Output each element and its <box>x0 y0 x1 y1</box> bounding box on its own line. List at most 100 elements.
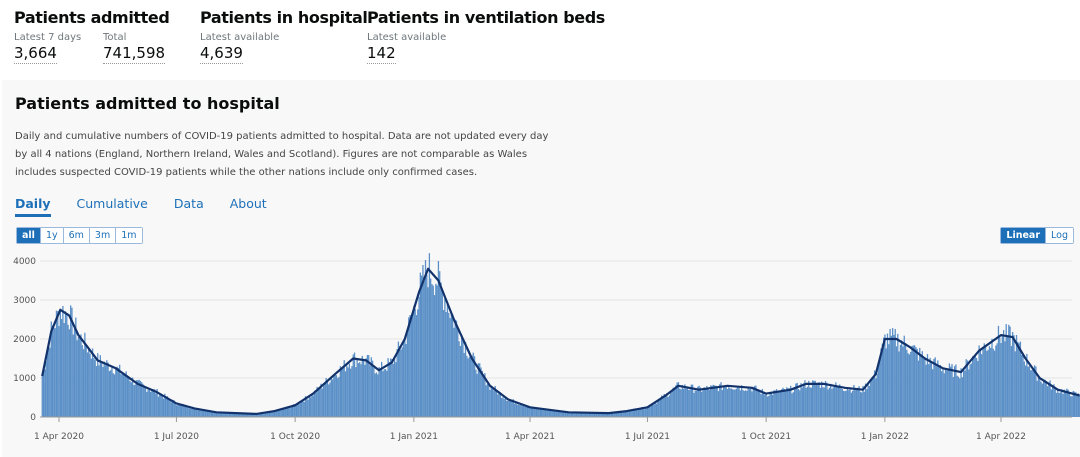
bar <box>470 356 472 417</box>
bar <box>1073 391 1076 417</box>
bar <box>1006 336 1009 417</box>
bar <box>662 398 664 417</box>
bar <box>224 412 227 417</box>
summary-value[interactable]: 142 <box>367 44 396 64</box>
bar <box>670 392 672 417</box>
range-all-button[interactable]: all <box>17 228 41 243</box>
bar <box>690 384 692 417</box>
bar <box>59 309 61 417</box>
bar <box>867 384 869 417</box>
bar <box>777 392 779 417</box>
bar <box>605 412 607 417</box>
bar <box>153 389 156 417</box>
summary-title: Patients in ventilation beds <box>367 8 605 27</box>
bar <box>353 352 356 417</box>
bar <box>809 387 811 417</box>
bar <box>995 345 997 417</box>
bar <box>151 390 153 417</box>
bar <box>1058 392 1060 417</box>
bar <box>741 385 743 417</box>
tab-data[interactable]: Data <box>173 196 204 211</box>
bar <box>752 387 754 417</box>
bar <box>899 344 902 417</box>
bar <box>695 390 698 417</box>
tab-cumulative[interactable]: Cumulative <box>76 196 148 211</box>
bar <box>903 335 905 417</box>
bar <box>552 409 554 417</box>
bar <box>906 349 908 417</box>
bar <box>289 408 291 417</box>
bar <box>960 368 962 417</box>
bar <box>1037 377 1040 417</box>
bar <box>873 370 876 417</box>
bar <box>840 388 842 417</box>
bar <box>997 325 1000 417</box>
range-1m-button[interactable]: 1m <box>116 228 142 243</box>
bar <box>364 364 366 417</box>
bar <box>654 402 656 417</box>
summary-title: Patients in hospital <box>200 8 368 27</box>
bar <box>146 391 148 417</box>
summary-value[interactable]: 3,664 <box>14 44 57 64</box>
range-3m-button[interactable]: 3m <box>89 228 117 243</box>
bar <box>570 413 572 417</box>
summary-value[interactable]: 4,639 <box>200 44 243 64</box>
bar <box>335 375 338 417</box>
bar <box>218 412 220 417</box>
bar <box>381 361 383 417</box>
bar <box>362 360 365 417</box>
tab-daily[interactable]: Daily <box>15 196 51 217</box>
log-scale-button[interactable]: Log <box>1046 228 1073 243</box>
bar <box>1036 380 1038 417</box>
bar <box>812 380 814 417</box>
bar <box>1032 368 1034 417</box>
bar <box>800 383 802 417</box>
range-6m-button[interactable]: 6m <box>63 228 90 243</box>
bar <box>673 388 676 417</box>
bar <box>331 379 334 417</box>
bar <box>560 410 562 417</box>
bar <box>1071 396 1073 417</box>
bar <box>966 360 969 417</box>
bar <box>868 385 871 417</box>
summary-value[interactable]: 741,598 <box>103 44 166 64</box>
bar <box>635 409 637 417</box>
bar <box>445 312 447 417</box>
bar <box>636 410 638 417</box>
bar <box>818 382 820 417</box>
bar <box>433 295 436 417</box>
bar <box>525 406 527 417</box>
bar <box>95 366 98 417</box>
bar <box>667 397 669 417</box>
bar <box>160 393 162 417</box>
bar <box>108 371 111 417</box>
bar <box>468 356 471 417</box>
bar <box>493 390 495 417</box>
bar <box>508 399 511 417</box>
bar <box>211 411 214 417</box>
bar <box>919 347 921 417</box>
bar <box>703 387 705 417</box>
bar <box>704 388 707 417</box>
bar <box>196 408 198 417</box>
bar <box>953 366 956 417</box>
tab-about[interactable]: About <box>229 196 267 211</box>
bar <box>321 388 323 417</box>
bar <box>712 384 714 417</box>
bar <box>375 372 378 417</box>
bar <box>826 382 828 417</box>
bar <box>457 328 459 417</box>
bar <box>386 370 388 417</box>
bar <box>889 328 891 417</box>
bar <box>1048 382 1050 417</box>
bar <box>644 409 646 417</box>
bar <box>393 356 396 417</box>
bar <box>897 333 899 417</box>
bar <box>244 413 246 417</box>
range-1y-button[interactable]: 1y <box>40 228 64 243</box>
bar <box>264 412 267 417</box>
bar <box>356 358 358 417</box>
linear-scale-button[interactable]: Linear <box>1001 228 1047 243</box>
bar <box>352 354 354 417</box>
card-title: Patients admitted to hospital <box>15 94 280 113</box>
